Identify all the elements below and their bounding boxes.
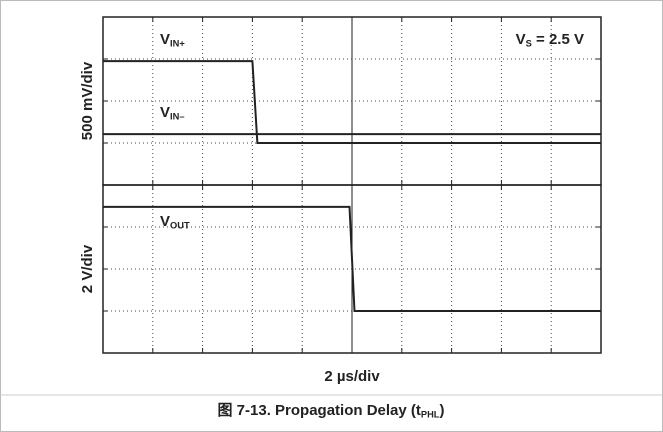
text-part: V xyxy=(516,31,526,48)
series-label: VIN+ xyxy=(160,31,185,49)
subscript: OUT xyxy=(170,221,190,231)
text-part: V xyxy=(160,31,170,48)
subscript: PHL xyxy=(421,410,440,420)
subscript: S xyxy=(526,39,532,49)
panel-border xyxy=(102,184,602,354)
text-part: ) xyxy=(440,402,445,419)
x-axis-label: 2 µs/div xyxy=(324,368,380,385)
subscript: IN+ xyxy=(170,39,185,49)
y-axis-label: 2 V/div xyxy=(79,244,96,293)
text-part: V xyxy=(160,104,170,121)
text-part: = 2.5 V xyxy=(532,31,584,48)
trace xyxy=(103,205,601,312)
subscript: IN– xyxy=(170,112,184,122)
text-part: V xyxy=(160,213,170,230)
text-part: 图 7-13. Propagation Delay (t xyxy=(218,402,421,419)
y-axis-label: 500 mV/div xyxy=(79,61,96,140)
annotation: VS = 2.5 V xyxy=(516,31,584,49)
series-label: VOUT xyxy=(160,213,190,231)
trace xyxy=(103,60,601,144)
caption: 图 7-13. Propagation Delay (tPHL) xyxy=(218,402,445,420)
series-label: VIN– xyxy=(160,104,184,122)
